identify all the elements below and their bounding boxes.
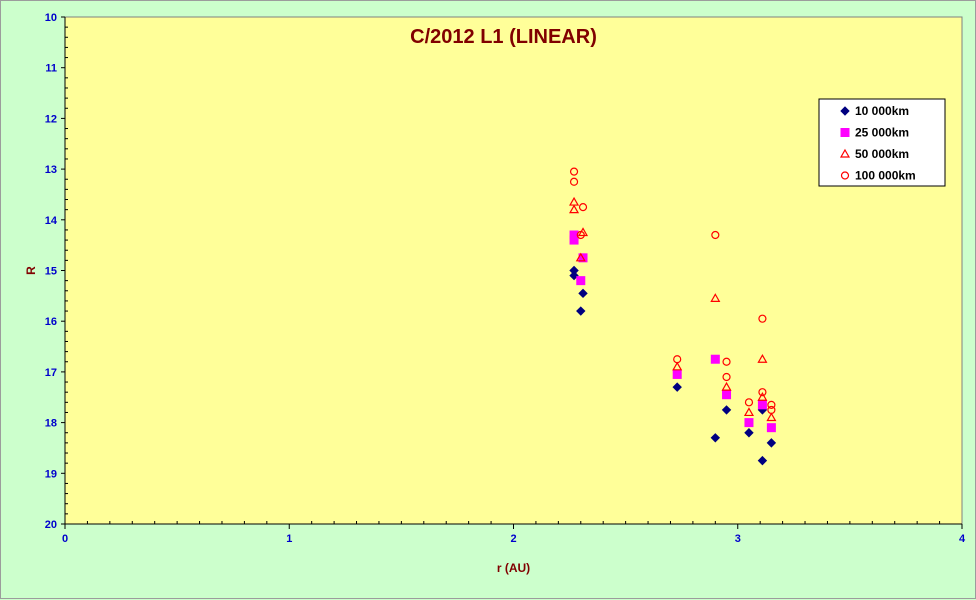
legend-label: 10 000km [855,104,909,118]
x-tick-label: 0 [62,533,68,545]
data-point-circle [767,400,776,409]
y-tick-label: 13 [45,164,57,176]
data-point-square [766,423,776,433]
data-point-square [744,418,754,428]
plot-area [64,16,963,525]
data-point-triangle [757,354,768,363]
y-tick-label: 10 [45,12,57,24]
legend: 10 000km 25 000km 50 000km 100 000km [818,98,946,187]
data-point-diamond [721,405,732,415]
y-tick-label: 12 [45,113,57,125]
data-point-circle [722,372,731,382]
data-point-diamond [710,433,721,443]
data-point-square [710,354,720,364]
x-tick-label: 3 [735,533,741,545]
data-point-square [672,369,682,379]
y-axis-title: R [24,266,38,275]
y-tick-label: 15 [45,266,57,278]
data-point-circle [576,230,585,240]
y-tick-label: 20 [45,519,57,531]
y-tick-label: 17 [45,367,57,379]
data-points [569,167,777,466]
legend-marker-circle [840,171,850,180]
tick-marks [61,16,963,529]
data-point-triangle [569,204,580,214]
data-point-square [757,400,767,410]
y-tick-label: 14 [45,215,58,227]
legend-box [818,98,946,187]
y-tick-label: 11 [45,63,57,75]
data-point-triangle [710,293,721,302]
data-point-circle [711,230,720,240]
data-point-diamond [576,306,586,316]
data-point-circle [744,398,754,407]
x-tick-label: 1 [286,533,292,545]
data-point-triangle [743,407,754,417]
data-point-circle [767,405,776,415]
legend-label: 50 000km [855,147,909,161]
data-point-circle [758,388,767,397]
data-point-triangle [721,381,732,391]
legend-label: 100 000km [855,169,916,183]
legend-marker-square [840,128,850,137]
data-point-square [569,235,579,245]
legend-marker-triangle [839,148,851,158]
data-point-circle [578,203,588,212]
data-point-diamond [766,438,777,448]
y-tick-label: 16 [45,316,57,328]
chart-title: C/2012 L1 (LINEAR) [410,26,597,48]
x-tick-label: 2 [510,533,516,545]
data-point-diamond [672,382,682,392]
data-point-circle [758,314,767,323]
data-point-diamond [578,288,588,299]
y-tick-label: 19 [45,468,57,480]
data-point-triangle [575,252,586,262]
x-tick-label: 4 [959,533,966,545]
data-point-square [722,390,732,400]
legend-marker-diamond [840,106,850,116]
data-point-triangle [766,412,777,422]
y-tick-label: 18 [45,418,57,430]
data-point-circle [569,167,579,176]
data-point-diamond [757,455,768,466]
x-axis-title: r (AU) [497,561,530,575]
data-point-circle [673,355,682,364]
data-point-square [576,276,586,286]
data-point-diamond [744,428,754,438]
data-point-diamond [569,270,579,281]
data-point-triangle [672,361,683,371]
data-point-circle [569,177,579,186]
data-point-circle [722,357,731,366]
legend-label: 25 000km [855,126,909,140]
data-point-triangle [757,392,768,401]
